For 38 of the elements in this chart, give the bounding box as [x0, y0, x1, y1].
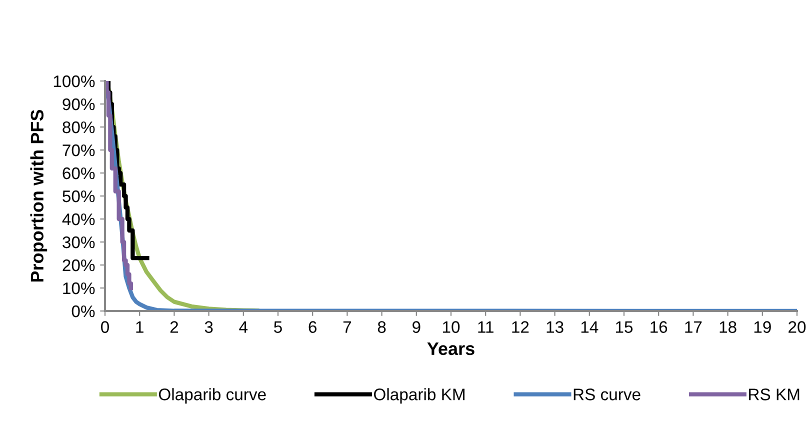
x-tick-label: 4: [239, 321, 248, 333]
x-tick-label: 15: [616, 321, 633, 333]
y-tick-label: 90%: [62, 98, 95, 110]
x-tick-label: 6: [308, 321, 316, 333]
x-tick-label: 20: [788, 321, 806, 333]
y-tick-label: 30%: [62, 236, 95, 248]
x-tick-label: 12: [512, 321, 529, 333]
x-tick-label: 14: [581, 321, 598, 333]
legend-label: RS curve: [574, 388, 640, 400]
x-tick-label: 5: [274, 321, 282, 333]
x-tick-label: 0: [101, 321, 109, 333]
y-tick-label: 80%: [62, 121, 95, 134]
legend-label: Olaparib KM: [374, 388, 464, 404]
y-tick-label: 100%: [54, 75, 95, 88]
legend-label: Olaparib curve: [158, 388, 266, 404]
y-tick-label: 10%: [63, 282, 95, 294]
x-tick-label: 9: [412, 321, 420, 333]
y-tick-label: 20%: [62, 259, 95, 272]
x-tick-label: 19: [754, 321, 771, 333]
x-tick-label: 17: [685, 321, 702, 333]
x-axis-title: Years: [427, 342, 474, 356]
legend-label: RS KM: [749, 388, 800, 400]
y-tick-label: 70%: [62, 144, 95, 156]
x-tick-label: 18: [720, 321, 736, 333]
y-tick-label: 50%: [62, 190, 95, 202]
x-tick-label: 16: [650, 321, 668, 333]
x-tick-label: 7: [343, 321, 351, 333]
x-tick-label: 3: [204, 321, 213, 333]
x-tick-label: 13: [546, 321, 564, 333]
x-tick-label: 10: [443, 321, 460, 333]
x-tick-label: 8: [378, 321, 386, 333]
y-tick-label: 60%: [62, 167, 95, 180]
x-tick-label: 2: [170, 321, 178, 333]
y-tick-label: 40%: [62, 213, 95, 226]
x-tick-label: 1: [136, 321, 144, 333]
y-axis-title: Proportion with PFS: [30, 110, 48, 282]
y-tick-label: 0%: [72, 305, 95, 318]
x-tick-label: 11: [478, 321, 494, 333]
